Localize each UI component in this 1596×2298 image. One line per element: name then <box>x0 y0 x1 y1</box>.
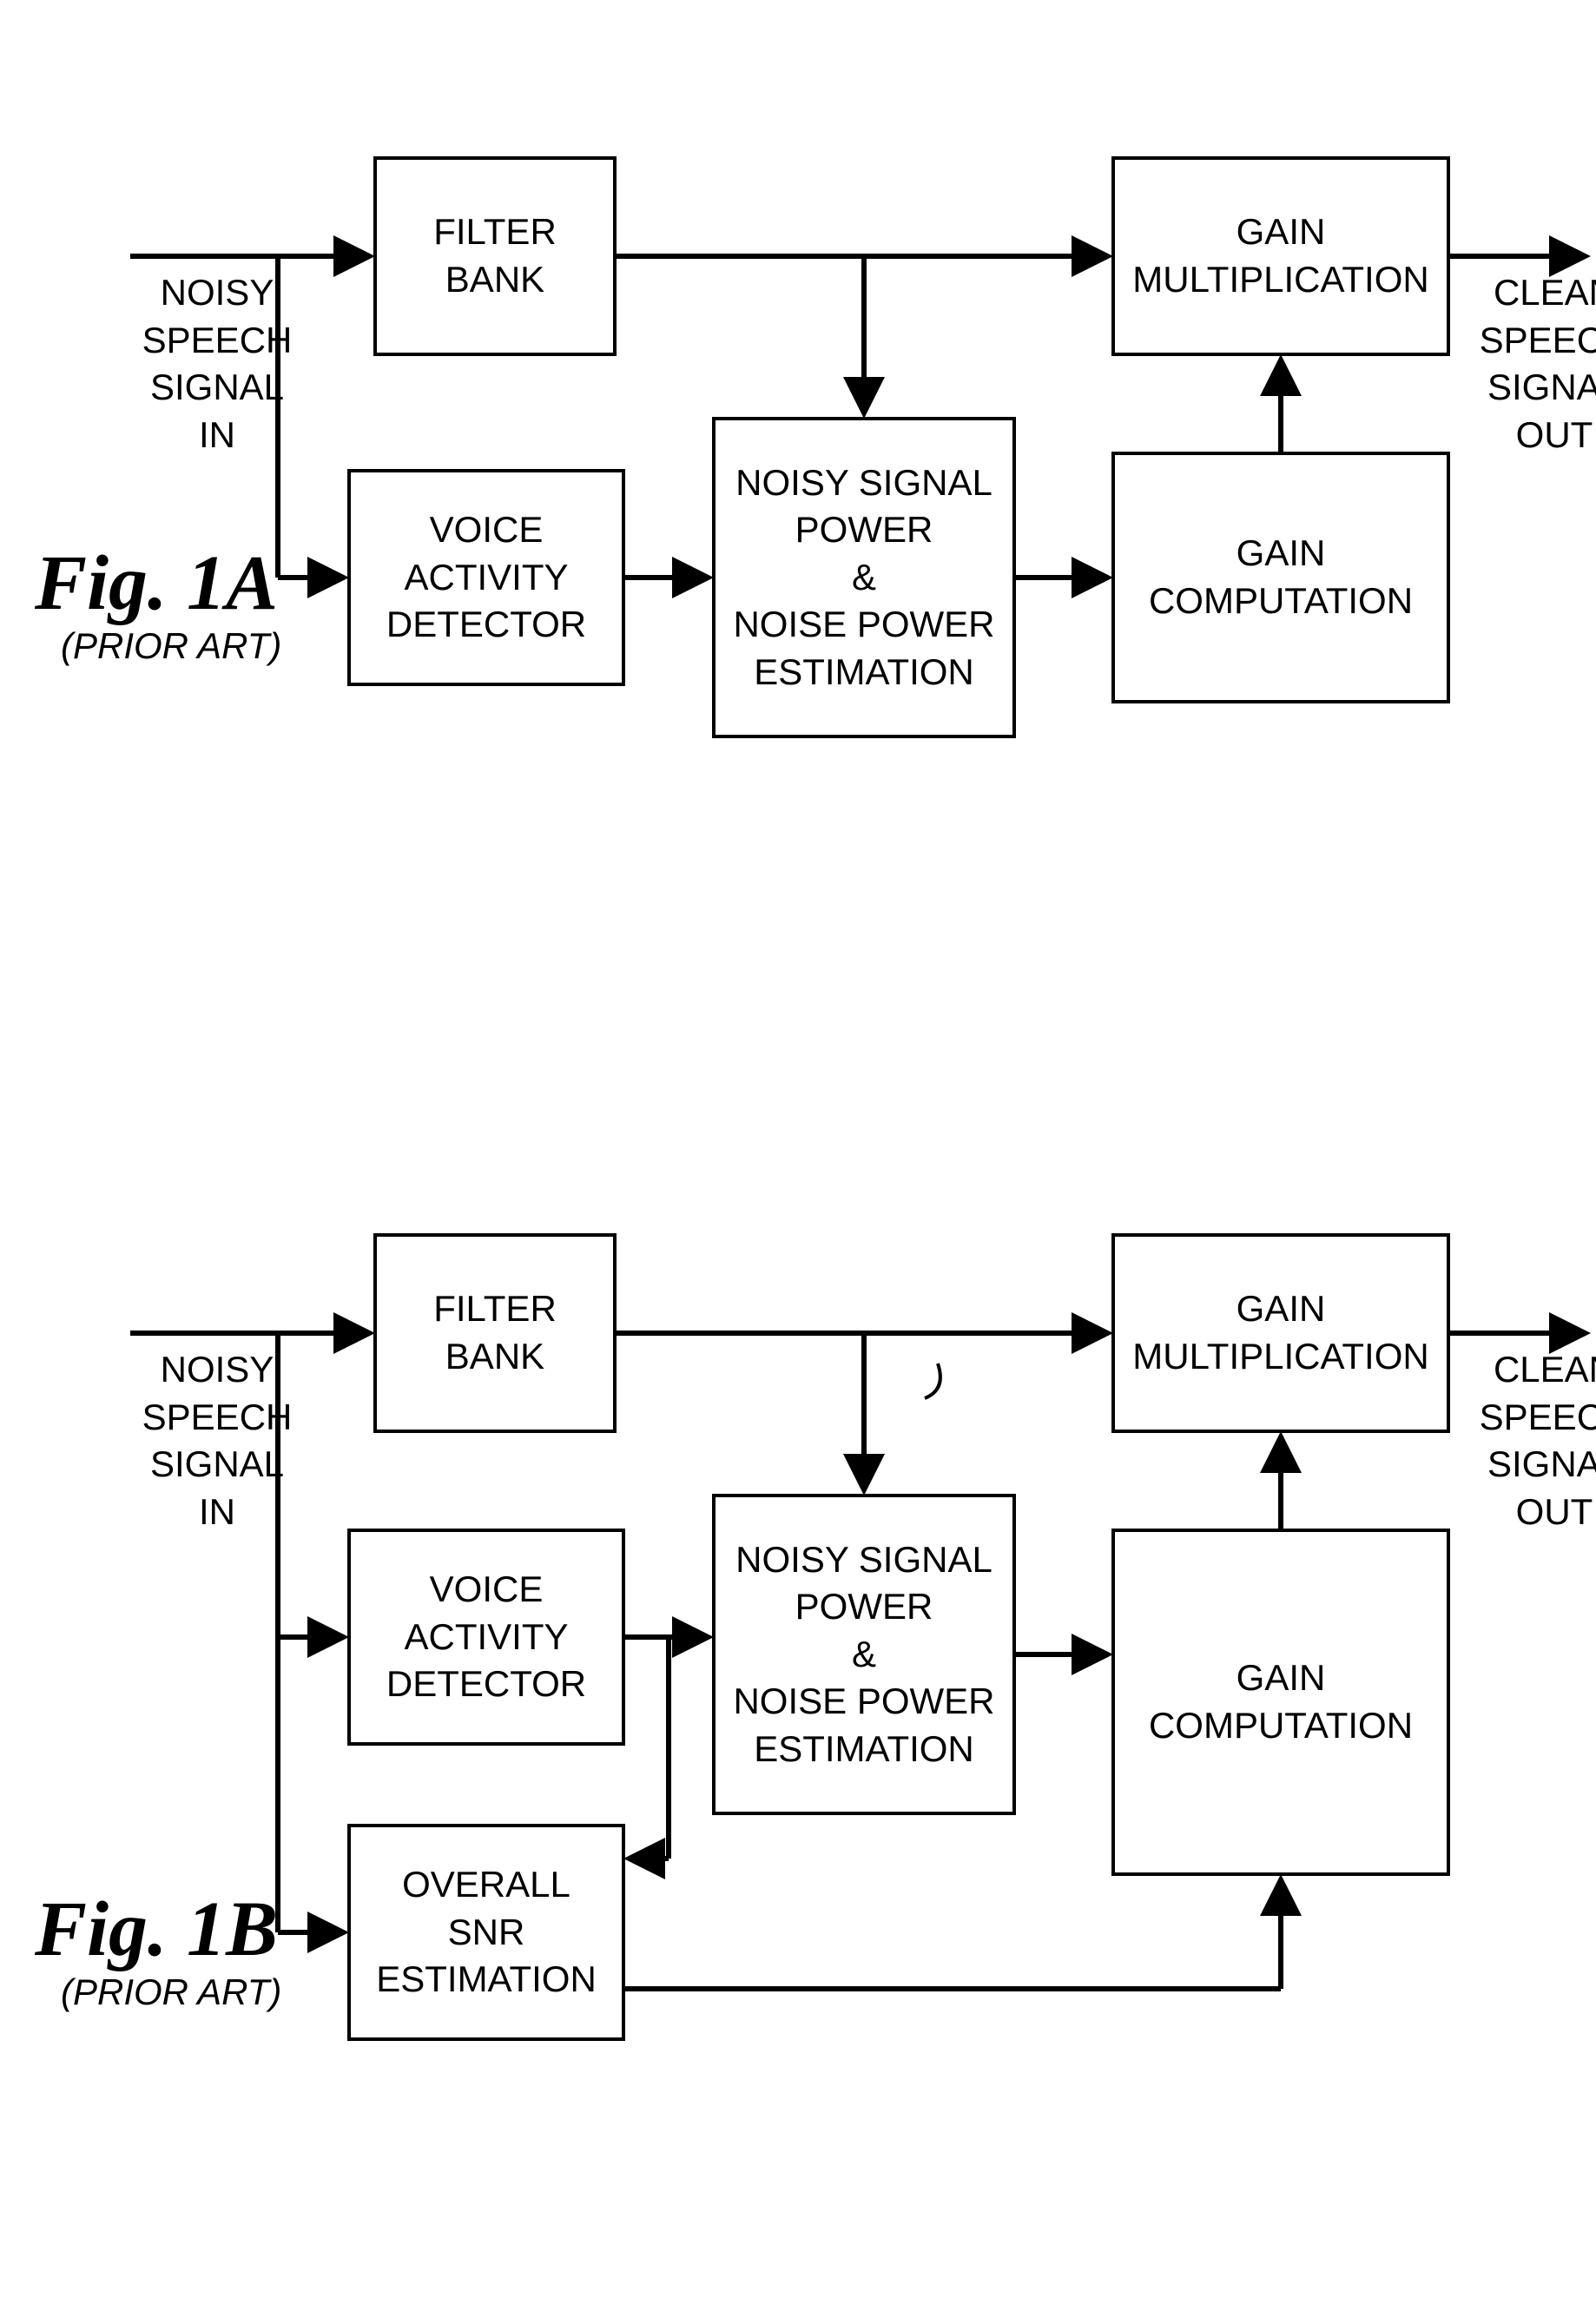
gain-comp-b: GAIN COMPUTATION <box>1111 1529 1450 1876</box>
gain-mult-a: GAIN MULTIPLICATION <box>1111 156 1450 356</box>
fig-1a-priorart: (PRIOR ART) <box>61 625 281 667</box>
input-label-a: NOISY SPEECH SIGNAL IN <box>130 269 304 459</box>
output-label-b: CLEAN SPEECH SIGNAL OUT <box>1476 1346 1596 1535</box>
input-label-b: NOISY SPEECH SIGNAL IN <box>130 1346 304 1535</box>
noise-power-a: NOISY SIGNAL POWER & NOISE POWER ESTIMAT… <box>712 417 1016 738</box>
gain-comp-a: GAIN COMPUTATION <box>1111 452 1450 703</box>
noise-power-b: NOISY SIGNAL POWER & NOISE POWER ESTIMAT… <box>712 1494 1016 1815</box>
vad-b: VOICE ACTIVITY DETECTOR <box>347 1529 625 1746</box>
output-label-a: CLEAN SPEECH SIGNAL OUT <box>1476 269 1596 459</box>
gain-mult-b: GAIN MULTIPLICATION <box>1111 1233 1450 1433</box>
vad-a: VOICE ACTIVITY DETECTOR <box>347 469 625 686</box>
fig-1a-caption: Fig. 1A <box>35 538 278 628</box>
filter-bank-b: FILTER BANK <box>373 1233 617 1433</box>
fig-1b-caption: Fig. 1B <box>35 1885 278 1974</box>
fig-1b-priorart: (PRIOR ART) <box>61 1971 281 2013</box>
figure-1b: Fig. 1B (PRIOR ART) NOISY SPEECH SIGNAL … <box>0 1146 1596 2189</box>
figure-1a: Fig. 1A (PRIOR ART) NOISY SPEECH SIGNAL … <box>0 69 1596 851</box>
filter-bank-a: FILTER BANK <box>373 156 617 356</box>
snr-b: OVERALL SNR ESTIMATION <box>347 1824 625 2041</box>
